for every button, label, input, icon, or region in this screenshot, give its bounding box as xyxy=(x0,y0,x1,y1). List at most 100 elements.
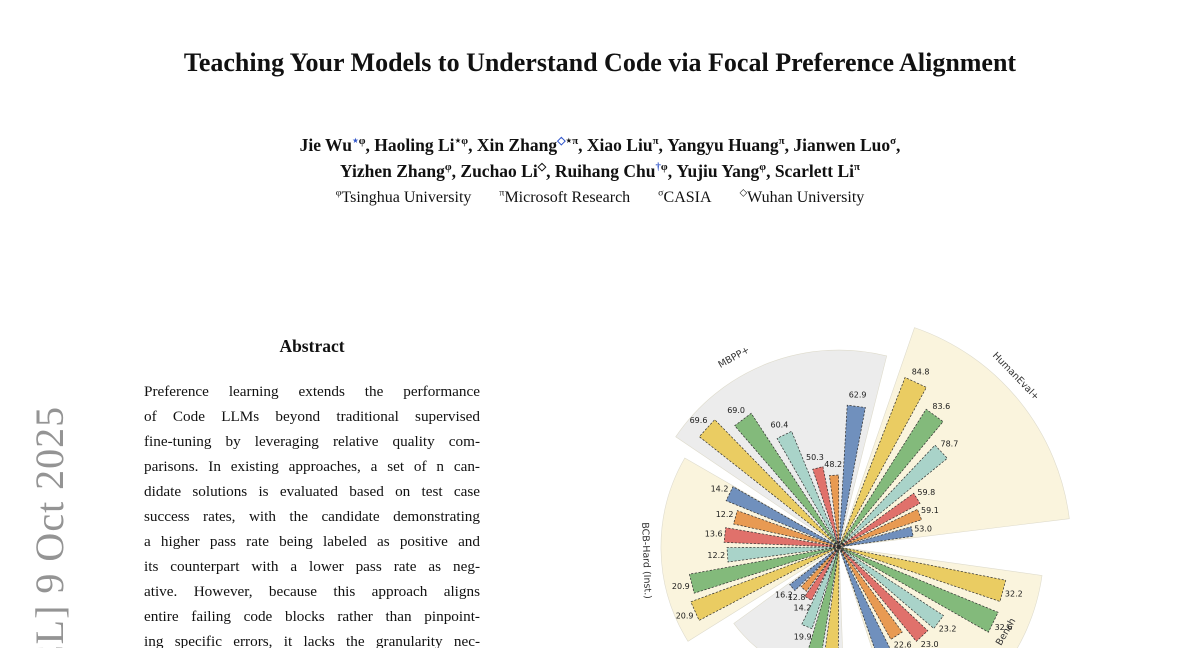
bar-blue xyxy=(838,526,914,548)
bar-blue xyxy=(838,546,891,648)
bar-value-label: 12.2 xyxy=(716,510,734,519)
bar-value-label: 53.0 xyxy=(914,525,932,534)
author-superscript: ◇ xyxy=(537,161,547,173)
author-superscript: ⋆φ xyxy=(351,135,366,147)
bar-value-label: 59.1 xyxy=(921,506,939,515)
affiliation-item: πMicrosoft Research xyxy=(499,188,631,207)
bar-blue xyxy=(789,546,840,592)
bar-orange xyxy=(829,474,840,548)
bar-blue xyxy=(838,404,866,548)
bar-value-label: 60.4 xyxy=(770,420,788,429)
abstract-text: Preference learning extends the performa… xyxy=(144,379,480,648)
bar-yellow xyxy=(690,546,840,621)
author-name: Xin Zhang xyxy=(476,134,558,155)
abstract-line: success rates, with the candidate demons… xyxy=(144,508,480,525)
affiliations-line: φTsinghua University πMicrosoft Research σ… xyxy=(0,188,1200,207)
bar-green xyxy=(838,408,944,548)
abstract-line: parisons. In existing approaches, a set … xyxy=(144,458,480,475)
bar-green xyxy=(688,546,840,594)
bar-value-label: 12.2 xyxy=(707,551,725,560)
author-name: Jianwen Luo xyxy=(793,134,891,155)
bar-red xyxy=(838,492,921,548)
author-name: Jie Wu xyxy=(299,134,352,155)
bar-value-label: 19.9 xyxy=(794,632,812,641)
bar-value-label: 14.2 xyxy=(793,603,811,612)
bar-value-label: 16.2 xyxy=(775,590,793,599)
bar-teal xyxy=(801,546,840,630)
author-superscript: †φ xyxy=(655,161,668,173)
bar-green xyxy=(838,546,999,633)
bar-teal xyxy=(838,444,948,548)
author-name: Scarlett Li xyxy=(774,160,855,181)
bar-orange xyxy=(733,510,840,548)
abstract-line: ative. However, because this approach al… xyxy=(144,583,480,600)
bar-red xyxy=(812,466,840,548)
abstract-heading: Abstract xyxy=(279,336,345,356)
arxiv-sidebar-text: CL] 9 Oct 2025 xyxy=(27,405,72,648)
bar-red xyxy=(804,546,840,601)
bar-value-label: 50.3 xyxy=(806,453,824,462)
authors-line-2: Yizhen Zhangφ, Zuchao Li◇, Ruihang Chu†φ… xyxy=(339,160,860,181)
author-name: Yizhen Zhang xyxy=(339,160,445,181)
author-superscript: ⋆φ xyxy=(454,135,469,147)
bar-value-label: 48.2 xyxy=(824,460,842,469)
bar-value-label: 23.2 xyxy=(939,624,957,633)
abstract-line: entire failing code blocks rather than p… xyxy=(144,608,480,625)
abstract-line: ing specific errors, it lacks the granul… xyxy=(144,633,480,648)
bar-value-label: 32.6 xyxy=(995,623,1013,632)
author-name: Yujiu Yang xyxy=(676,160,760,181)
sector-label: MBPP+ xyxy=(716,345,751,371)
author-superscript: φ xyxy=(444,161,452,173)
author-name: Zuchao Li xyxy=(460,160,538,181)
author-superscript: ◇⋆π xyxy=(557,135,579,147)
bar-yellow xyxy=(825,546,840,648)
bar-value-label: 23.0 xyxy=(921,640,939,648)
affiliation-item: σCASIA xyxy=(658,188,712,207)
bar-red xyxy=(723,527,840,548)
bar-value-label: 20.9 xyxy=(676,611,694,620)
bar-green xyxy=(808,546,840,648)
sector-label: BCB-Hard (Inst.) xyxy=(639,522,653,599)
abstract-line: Preference learning extends the performa… xyxy=(144,383,480,400)
author-name: Haoling Li xyxy=(374,134,455,155)
bar-value-label: 32.2 xyxy=(1005,589,1023,598)
authors-line-1: Jie Wu⋆φ, Haoling Li⋆φ, Xin Zhang◇⋆π, Xi… xyxy=(299,134,901,155)
author-name: Yangyu Huang xyxy=(667,134,779,155)
abstract-column: Abstract Preference learning extends the… xyxy=(144,336,480,648)
bar-value-label: 20.9 xyxy=(672,582,690,591)
bar-value-label: 84.8 xyxy=(912,368,930,377)
bar-yellow xyxy=(698,419,840,548)
affiliation-item: ◇Wuhan University xyxy=(739,188,865,207)
bar-red xyxy=(838,546,929,642)
author-name: Xiao Liu xyxy=(586,134,653,155)
bar-teal xyxy=(726,546,840,563)
bar-orange xyxy=(838,546,903,640)
bar-value-label: 62.9 xyxy=(849,391,867,400)
bar-orange xyxy=(838,508,923,548)
bar-blue xyxy=(725,486,840,548)
abstract-line: of Code LLMs beyond traditional supervis… xyxy=(144,408,480,425)
chart-svg: 53.0 59.1 59.8 78.7 83.6 84.8 62.9 48.250.3 60.4… xyxy=(639,327,1070,648)
abstract-line: didate solutions is evaluated based on t… xyxy=(144,483,480,500)
bar-value-label: 69.0 xyxy=(727,406,745,415)
author-superscript: π xyxy=(652,135,659,147)
bar-teal xyxy=(776,430,840,548)
bar-value-label: 83.6 xyxy=(932,402,950,411)
bar-value-label: 14.2 xyxy=(711,484,729,493)
author-name: Ruihang Chu xyxy=(554,160,656,181)
rose-chart: 53.0 59.1 59.8 78.7 83.6 84.8 62.9 48.2 50.3 60.4… xyxy=(600,318,1200,648)
author-superscript: φ xyxy=(759,161,767,173)
abstract-line: its counterpart with a lower pass rate a… xyxy=(144,558,480,575)
abstract-line: a higher pass rate being labeled as posi… xyxy=(144,533,480,550)
bar-value-label: 13.6 xyxy=(705,529,723,538)
bar-orange xyxy=(800,546,840,592)
author-superscript: π xyxy=(854,161,860,173)
bar-value-label: 12.8 xyxy=(788,593,806,602)
bar-value-label: 69.6 xyxy=(690,416,708,425)
paper-title: Teaching Your Models to Understand Code … xyxy=(183,48,1017,77)
bar-value-label: 22.6 xyxy=(894,641,912,648)
bar-value-label: 59.8 xyxy=(917,488,935,497)
author-superscript: σ xyxy=(890,135,897,147)
author-superscript: π xyxy=(778,135,785,147)
